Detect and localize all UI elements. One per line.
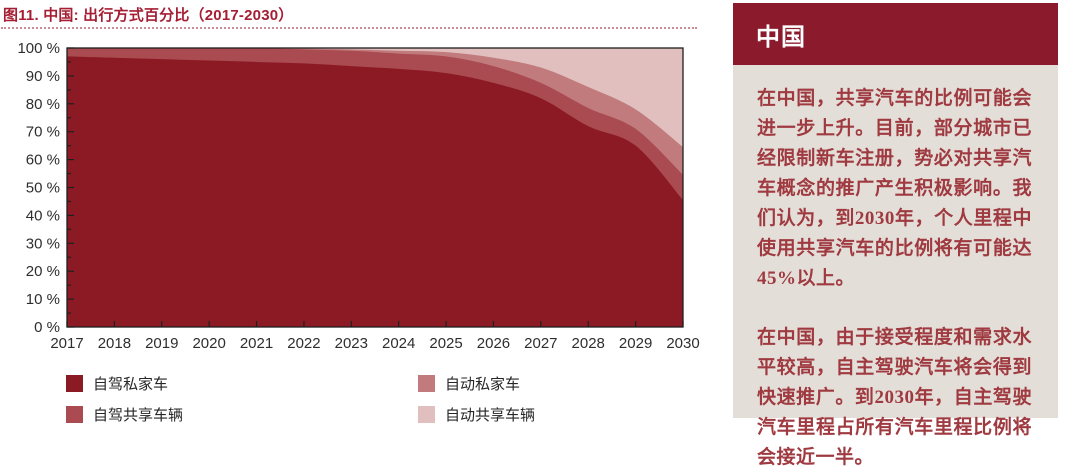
legend-item: 自动私家车 bbox=[418, 374, 666, 393]
y-tick-label: 80 % bbox=[26, 96, 60, 113]
legend-label: 自动私家车 bbox=[445, 375, 521, 393]
sidebar-header: 中国 bbox=[733, 3, 1058, 65]
figure-title: 图11. 中国: 出行方式百分比（2017-2030） bbox=[3, 7, 294, 24]
legend-swatch bbox=[418, 374, 435, 392]
y-tick-label: 70 % bbox=[26, 124, 60, 141]
legend-label: 自动共享车辆 bbox=[445, 406, 536, 424]
sidebar-paragraph: 在中国，共享汽车的比例可能会进一步上升。目前，部分城市已经限制新车注册，势必对共… bbox=[757, 88, 1032, 289]
sidebar-paragraph: 在中国，由于接受程度和需求水平较高，自主驾驶汽车将会得到快速推广。到2030年，… bbox=[757, 327, 1032, 468]
x-tick-label: 2023 bbox=[335, 335, 368, 352]
report-page: 图11. 中国: 出行方式百分比（2017-2030） 0 % 10 % 20 % 3… bbox=[1, 3, 1058, 468]
y-tick-label: 90 % bbox=[26, 68, 60, 85]
y-tick-label: 40 % bbox=[26, 207, 60, 224]
legend-item: 自驾共享车辆 bbox=[66, 405, 418, 424]
x-tick-label: 2017 bbox=[50, 335, 83, 352]
x-tick-label: 2024 bbox=[382, 335, 415, 352]
dotted-separator bbox=[1, 27, 697, 29]
sidebar-title: 中国 bbox=[756, 24, 806, 51]
x-tick-label: 2028 bbox=[572, 335, 605, 352]
x-tick-label: 2018 bbox=[98, 335, 131, 352]
legend-swatch bbox=[66, 405, 83, 423]
legend-item: 自动共享车辆 bbox=[418, 405, 666, 424]
x-tick-label: 2027 bbox=[524, 335, 557, 352]
y-tick-label: 30 % bbox=[26, 235, 60, 252]
legend-swatch bbox=[66, 374, 83, 392]
y-tick-label: 100 % bbox=[17, 40, 60, 57]
y-tick-label: 0 % bbox=[34, 319, 60, 336]
x-tick-label: 2025 bbox=[429, 335, 462, 352]
legend-label: 自驾私家车 bbox=[93, 375, 169, 393]
x-tick-label: 2022 bbox=[287, 335, 320, 352]
sidebar-china: 中国 在中国，共享汽车的比例可能会进一步上升。目前，部分城市已经限制新车注册，势… bbox=[733, 3, 1058, 468]
legend-label: 自驾共享车辆 bbox=[93, 406, 184, 424]
area-series-0 bbox=[67, 56, 683, 328]
x-tick-label: 2021 bbox=[240, 335, 273, 352]
x-tick-label: 2019 bbox=[145, 335, 178, 352]
legend-swatch bbox=[418, 405, 435, 423]
x-tick-label: 2030 bbox=[666, 335, 699, 352]
x-tick-label: 2026 bbox=[477, 335, 510, 352]
stacked-area-chart: 0 % 10 % 20 % 30 % 40 % 50 % 60 % 70 % 80 % 90 % 1… bbox=[17, 40, 699, 352]
x-tick-label: 2020 bbox=[192, 335, 225, 352]
y-tick-label: 50 % bbox=[26, 180, 60, 197]
sidebar-body: 在中国，共享汽车的比例可能会进一步上升。目前，部分城市已经限制新车注册，势必对共… bbox=[733, 65, 1058, 468]
y-tick-label: 60 % bbox=[26, 152, 60, 169]
y-tick-label: 10 % bbox=[26, 291, 60, 308]
x-tick-label: 2029 bbox=[619, 335, 652, 352]
y-tick-label: 20 % bbox=[26, 263, 60, 280]
figure-panel: 图11. 中国: 出行方式百分比（2017-2030） 0 % 10 % 20 % 3… bbox=[1, 7, 700, 424]
legend-item: 自驾私家车 bbox=[66, 374, 418, 393]
chart-legend: 自驾私家车自驾共享车辆 自动私家车自动共享车辆 bbox=[66, 374, 666, 424]
